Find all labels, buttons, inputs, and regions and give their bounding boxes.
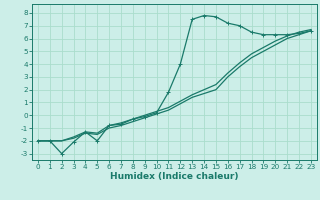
X-axis label: Humidex (Indice chaleur): Humidex (Indice chaleur)	[110, 172, 239, 181]
